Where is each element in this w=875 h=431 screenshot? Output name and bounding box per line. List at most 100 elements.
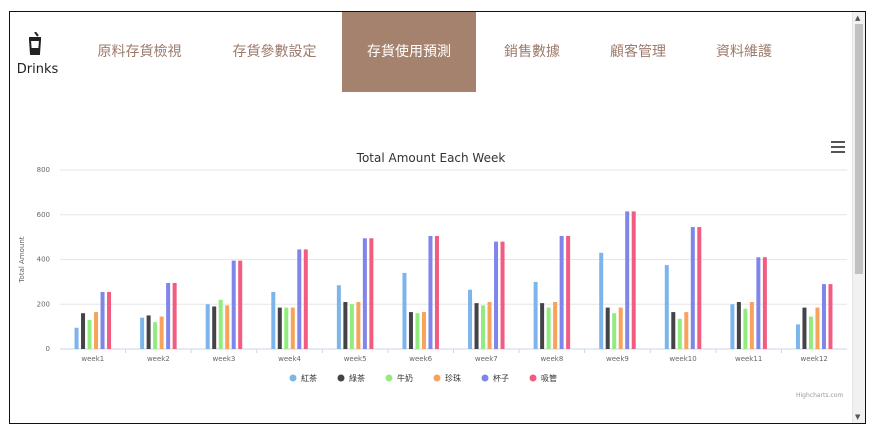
legend-marker-5: [529, 374, 537, 382]
bar-week10-series-0: [664, 265, 669, 349]
logo[interactable]: Drinks: [15, 31, 58, 77]
scroll-down-arrow-icon[interactable]: ▼: [855, 413, 861, 421]
nav-item-usage-forecast[interactable]: 存貨使用預測: [342, 12, 476, 92]
legend-label-3: 珍珠: [445, 373, 461, 383]
legend-label-0: 紅茶: [301, 373, 317, 383]
nav-item-raw-inventory[interactable]: 原料存貨檢視: [97, 44, 182, 60]
legend-label-2: 牛奶: [397, 373, 413, 383]
x-tick-label-week12: week12: [801, 355, 828, 363]
y-axis-title: Total Amount: [18, 236, 26, 283]
bar-week8-series-4: [559, 236, 564, 349]
bar-week10-series-1: [671, 312, 676, 349]
bar-week8-series-2: [546, 307, 551, 349]
bar-week1-series-4: [100, 291, 105, 349]
bar-week5-series-5: [369, 238, 374, 349]
bar-week9-series-4: [625, 211, 630, 349]
bar-week2-series-1: [146, 315, 151, 349]
bar-week4-series-2: [284, 307, 289, 349]
bar-week4-series-0: [271, 291, 276, 349]
bar-week2-series-4: [166, 282, 171, 349]
bar-week10-series-3: [684, 312, 689, 349]
nav-item-sales-data[interactable]: 銷售數據: [504, 44, 560, 60]
x-tick-label-week9: week9: [606, 355, 629, 363]
bar-week5-series-4: [362, 238, 367, 349]
scroll-thumb[interactable]: [855, 24, 863, 274]
bar-week1-series-1: [81, 313, 86, 349]
bar-week7-series-3: [487, 302, 492, 349]
x-tick-label-week7: week7: [475, 355, 498, 363]
bar-week8-series-3: [553, 302, 558, 349]
nav-item-data-maintenance[interactable]: 資料維護: [716, 44, 772, 60]
bar-week2-series-2: [153, 322, 158, 349]
bar-week5-series-3: [356, 302, 361, 349]
bar-week6-series-1: [408, 312, 413, 349]
bar-week11-series-1: [736, 302, 741, 349]
bar-week1-series-5: [107, 291, 112, 349]
chart-credits[interactable]: Highcharts.com: [796, 392, 844, 399]
app-frame: Drinks 原料存貨檢視 存貨參數設定 存貨使用預測 銷售數據 顧客管理 資料…: [9, 11, 866, 424]
chart-title: Total Amount Each Week: [356, 151, 506, 165]
bar-week4-series-3: [290, 307, 295, 349]
bar-week6-series-4: [428, 236, 433, 349]
legend-marker-3: [433, 374, 441, 382]
bar-week5-series-0: [336, 285, 341, 349]
bar-week11-series-5: [762, 257, 767, 349]
bar-week9-series-2: [612, 313, 617, 349]
legend-marker-4: [481, 374, 489, 382]
bar-week7-series-4: [494, 241, 499, 349]
x-tick-label-week4: week4: [278, 355, 301, 363]
x-tick-label-week3: week3: [213, 355, 236, 363]
bar-week12-series-3: [815, 307, 820, 349]
bar-week10-series-2: [677, 318, 682, 349]
chart-menu-icon[interactable]: [831, 141, 845, 153]
bar-week11-series-3: [749, 302, 754, 349]
bar-week9-series-1: [605, 307, 610, 349]
legend-marker-0: [289, 374, 297, 382]
bar-week2-series-3: [159, 316, 164, 349]
legend-label-5: 吸管: [541, 373, 557, 383]
bar-week6-series-0: [402, 272, 407, 349]
scroll-up-arrow-icon[interactable]: ▲: [855, 14, 861, 22]
cup-icon: [28, 31, 42, 55]
x-tick-label-week5: week5: [344, 355, 367, 363]
bar-week12-series-0: [795, 324, 800, 349]
vertical-scrollbar[interactable]: ▲ ▼: [852, 12, 865, 423]
x-tick-label-week11: week11: [735, 355, 762, 363]
bar-week7-series-2: [481, 305, 486, 349]
bar-week3-series-0: [205, 304, 210, 349]
bar-week3-series-1: [212, 306, 217, 349]
bar-week7-series-1: [474, 303, 479, 349]
bar-week2-series-0: [140, 317, 145, 349]
bar-week7-series-0: [468, 289, 473, 349]
bar-week9-series-0: [599, 252, 604, 349]
bar-week5-series-2: [349, 304, 354, 349]
weekly-amount-chart: Total Amount Each Week Total Amount 0 200 40…: [18, 151, 847, 383]
bar-week12-series-4: [821, 284, 826, 349]
bar-week8-series-0: [533, 281, 538, 349]
bar-week12-series-5: [828, 284, 833, 349]
legend-label-1: 綠茶: [349, 373, 365, 383]
bar-week2-series-5: [172, 282, 177, 349]
bar-week1-series-2: [87, 319, 92, 349]
nav-item-inventory-params[interactable]: 存貨參數設定: [232, 44, 317, 60]
legend-label-4: 杯子: [493, 373, 509, 383]
bar-week11-series-2: [743, 308, 748, 349]
bar-week10-series-5: [697, 227, 702, 349]
bar-week3-series-2: [218, 299, 223, 349]
bar-week5-series-1: [343, 302, 348, 349]
bar-week8-series-1: [540, 303, 545, 349]
bar-week4-series-4: [297, 249, 302, 349]
nav-item-customer-management[interactable]: 顧客管理: [610, 44, 666, 60]
y-tick-label-0: 0: [46, 345, 50, 353]
top-navigation: Drinks 原料存貨檢視 存貨參數設定 存貨使用預測 銷售數據 顧客管理 資料…: [10, 12, 852, 92]
bar-week6-series-5: [434, 236, 439, 349]
bar-week3-series-5: [238, 260, 243, 349]
y-tick-label-3: 600: [37, 211, 50, 219]
bar-week7-series-5: [500, 241, 505, 349]
y-tick-label-4: 800: [37, 166, 50, 174]
bar-week6-series-3: [421, 312, 426, 349]
bar-week1-series-0: [74, 327, 79, 349]
bar-week6-series-2: [415, 313, 420, 349]
legend-marker-1: [337, 374, 345, 382]
bar-week8-series-5: [566, 236, 571, 349]
